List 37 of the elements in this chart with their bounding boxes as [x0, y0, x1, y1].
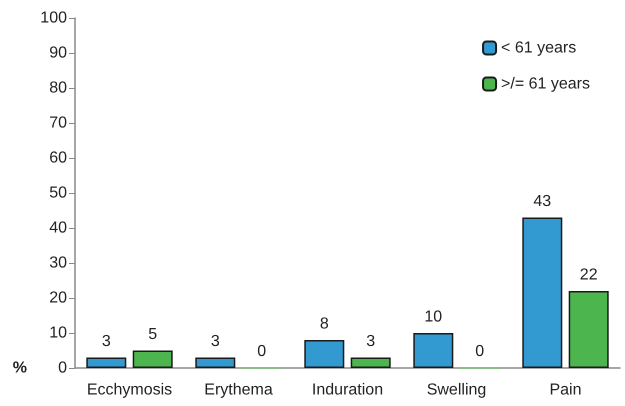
y-tick-label: 40: [49, 220, 68, 236]
bar: [195, 358, 236, 368]
data-label: 8: [320, 316, 329, 332]
data-label: 3: [366, 333, 376, 350]
y-tick-label: 30: [49, 254, 68, 272]
bar: [350, 358, 391, 368]
x-tick-label: Pain: [549, 382, 582, 398]
y-tick-label: 20: [49, 290, 68, 306]
y-tick-label: 70: [49, 114, 68, 132]
y-axis-title: %: [12, 360, 27, 376]
bar: [86, 358, 126, 368]
data-label: 0: [475, 343, 484, 360]
bar: [304, 340, 344, 368]
data-label: 3: [102, 333, 111, 350]
data-label: 5: [148, 326, 158, 343]
y-tick-label: 80: [49, 80, 68, 96]
x-tick-label: Swelling: [426, 382, 486, 398]
x-tick-label: Ecchymosis: [86, 382, 172, 398]
data-label: 3: [210, 333, 220, 350]
legend-label: < 61 years: [501, 40, 576, 56]
y-tick-label: 50: [49, 184, 68, 202]
y-tick-label: 10: [49, 324, 68, 342]
legend-label: >/= 61 years: [501, 76, 590, 92]
bar: [413, 333, 454, 368]
y-tick-label: 0: [58, 360, 68, 376]
data-label: 22: [580, 266, 598, 284]
y-tick-label: 100: [40, 10, 68, 26]
x-tick-label: Erythema: [204, 382, 273, 398]
y-tick-label: 90: [49, 44, 68, 62]
data-label: 0: [257, 343, 266, 360]
y-tick-label: 60: [49, 150, 68, 166]
bar: [568, 291, 609, 368]
x-tick-label: Induration: [312, 382, 384, 398]
bar: [522, 218, 562, 368]
data-label: 10: [424, 308, 442, 326]
data-label: 43: [533, 193, 552, 210]
bar: [132, 350, 173, 368]
